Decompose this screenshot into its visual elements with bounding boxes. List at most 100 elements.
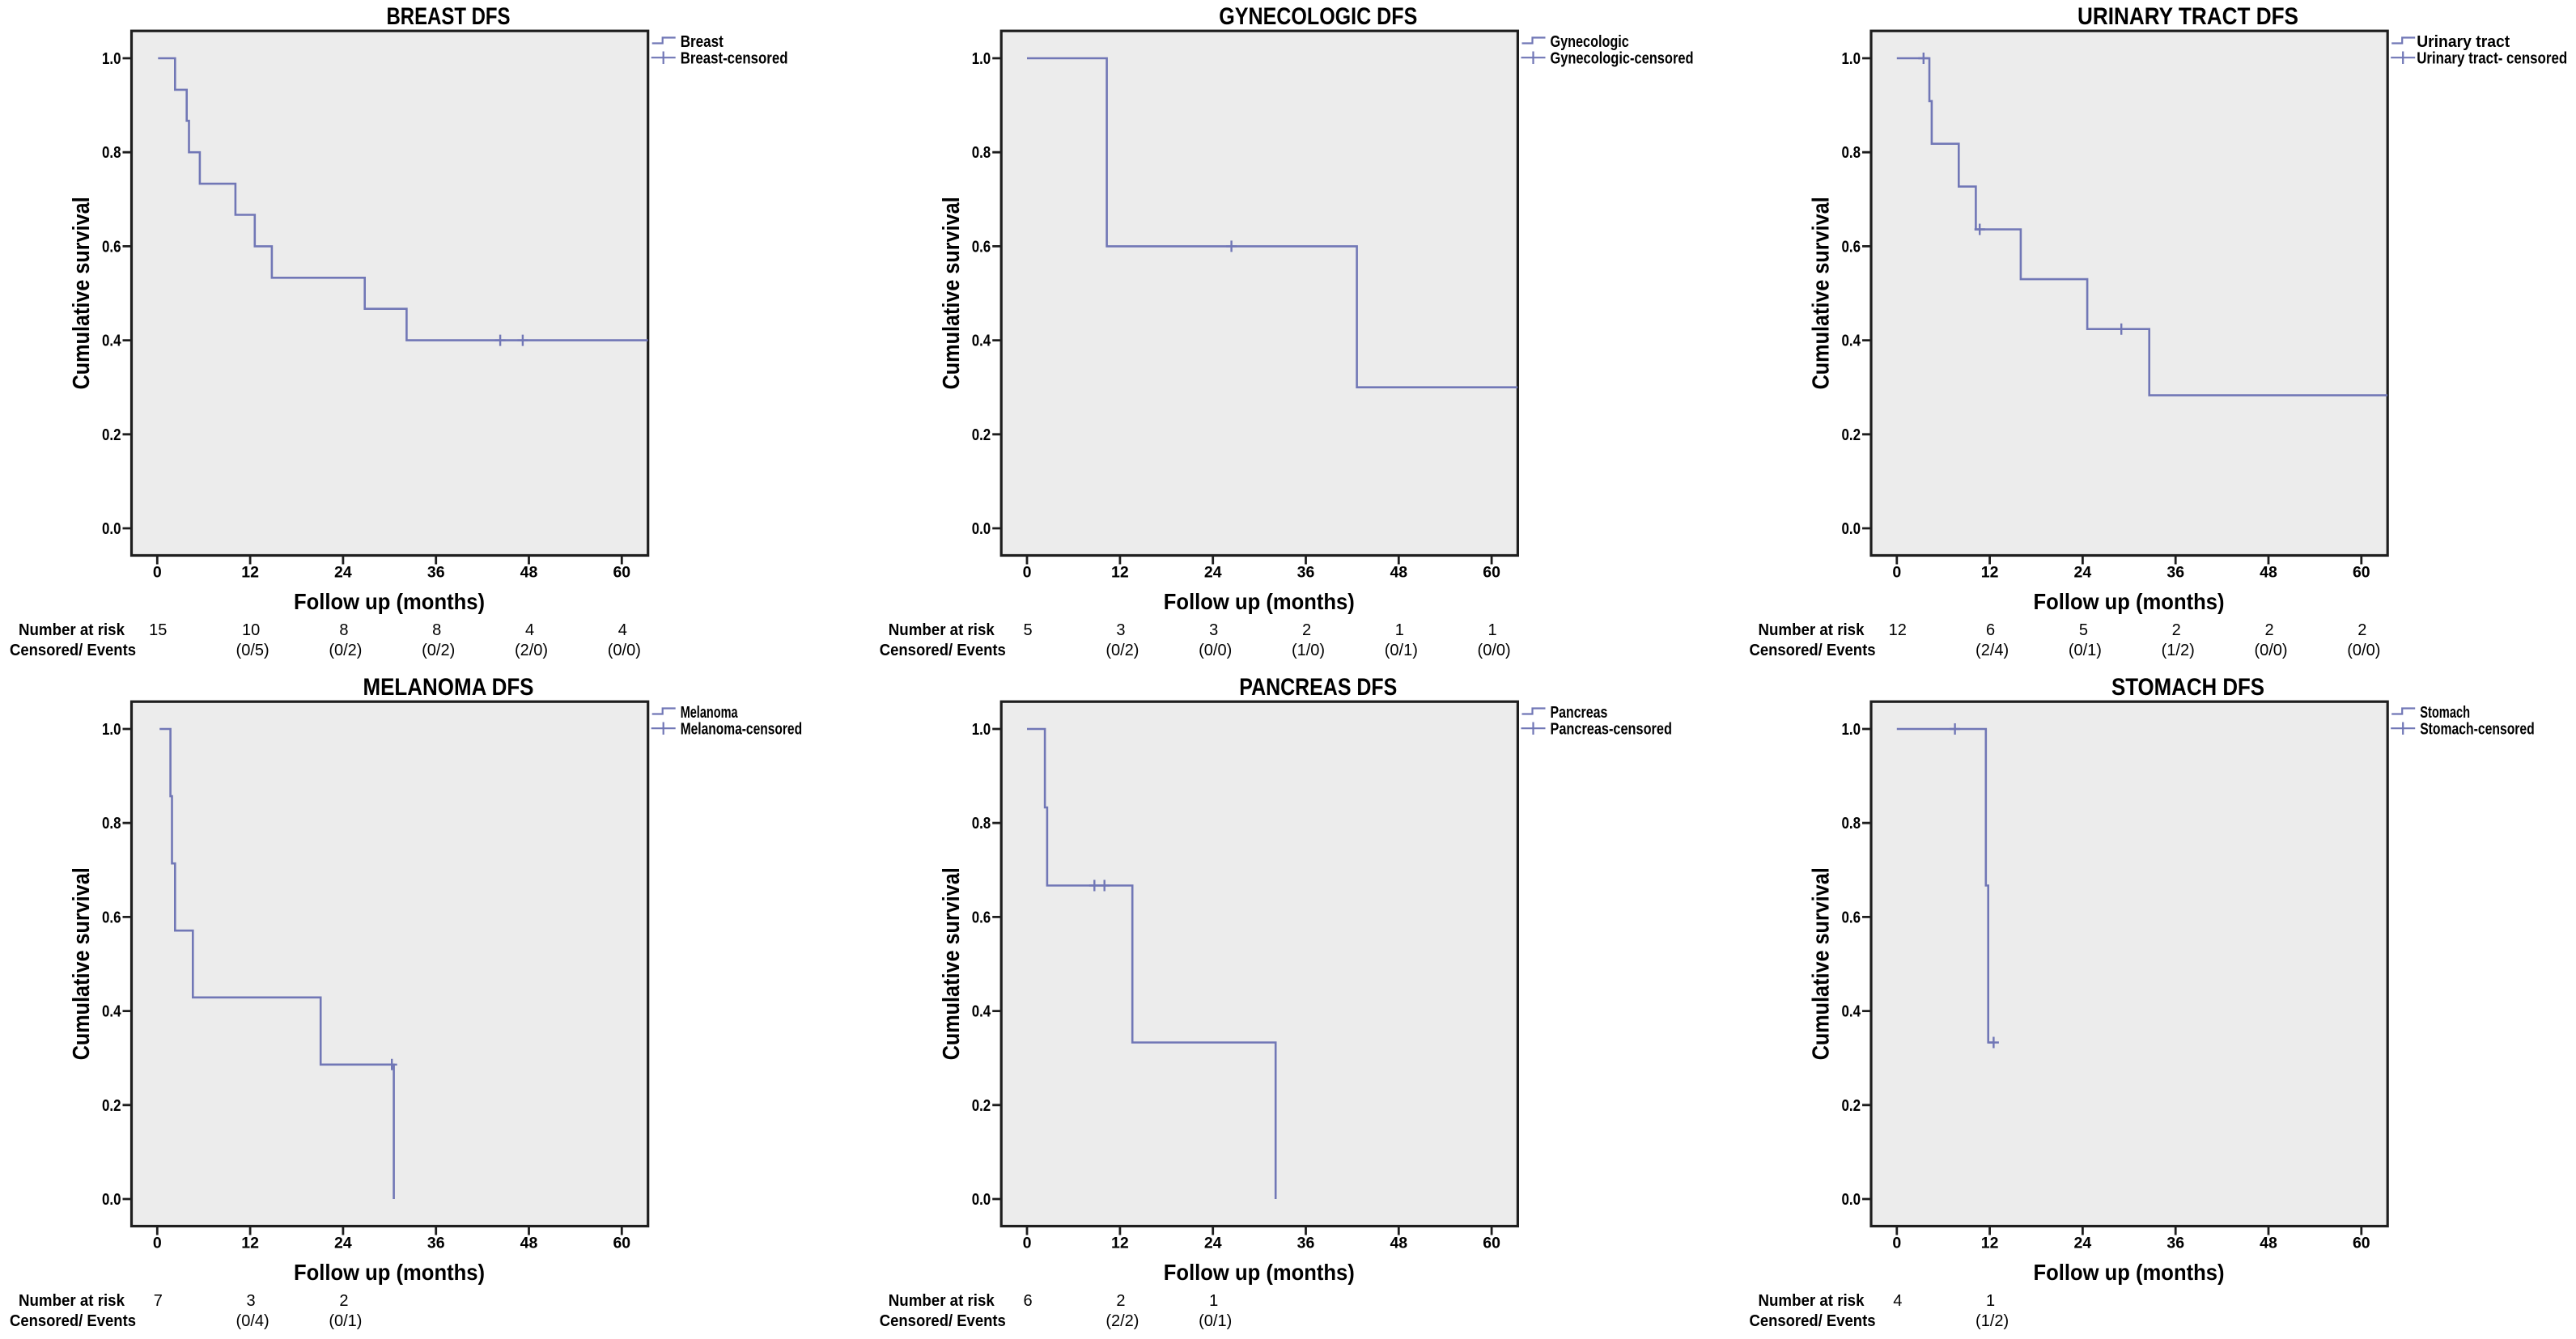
svg-text:3: 3 — [247, 1292, 256, 1310]
svg-text:(0/0): (0/0) — [1478, 642, 1511, 659]
svg-text:0.6: 0.6 — [972, 908, 991, 926]
svg-text:Cumulative survival: Cumulative survival — [939, 197, 965, 389]
svg-text:4: 4 — [525, 621, 534, 639]
svg-text:0.4: 0.4 — [102, 332, 121, 350]
svg-text:0.2: 0.2 — [1842, 426, 1861, 444]
svg-text:Gynecologic: Gynecologic — [1551, 32, 1629, 51]
svg-text:48: 48 — [1390, 564, 1407, 582]
svg-text:1.0: 1.0 — [972, 49, 991, 68]
svg-text:48: 48 — [520, 564, 538, 582]
svg-text:Stomach: Stomach — [2420, 703, 2470, 722]
svg-text:5: 5 — [1023, 621, 1032, 639]
svg-text:2: 2 — [2357, 621, 2366, 639]
svg-text:0.0: 0.0 — [972, 1190, 991, 1209]
svg-text:36: 36 — [1297, 1235, 1315, 1252]
svg-text:Censored/ Events: Censored/ Events — [1750, 1312, 1876, 1330]
svg-text:60: 60 — [613, 564, 630, 582]
svg-text:Follow up (months): Follow up (months) — [1164, 589, 1355, 614]
svg-text:Number at risk: Number at risk — [889, 621, 995, 639]
svg-text:(0/0): (0/0) — [2347, 642, 2380, 659]
svg-text:(1/0): (1/0) — [1292, 642, 1325, 659]
svg-text:0.2: 0.2 — [102, 426, 121, 444]
svg-text:5: 5 — [2079, 621, 2088, 639]
svg-text:1.0: 1.0 — [102, 49, 121, 68]
svg-text:Follow up (months): Follow up (months) — [294, 589, 485, 614]
svg-text:0.8: 0.8 — [102, 143, 121, 162]
svg-text:Breast: Breast — [681, 32, 724, 51]
svg-text:(0/0): (0/0) — [608, 642, 641, 659]
svg-text:Urinary tract: Urinary tract — [2417, 32, 2510, 51]
svg-text:1.0: 1.0 — [1842, 49, 1861, 68]
svg-text:24: 24 — [2074, 1235, 2092, 1252]
svg-text:0: 0 — [153, 564, 162, 582]
svg-text:0: 0 — [1892, 564, 1901, 582]
svg-text:Pancreas: Pancreas — [1551, 703, 1608, 722]
svg-text:2: 2 — [2172, 621, 2181, 639]
svg-text:2: 2 — [1302, 621, 1311, 639]
svg-text:0.6: 0.6 — [1842, 908, 1861, 926]
svg-text:(0/4): (0/4) — [236, 1312, 269, 1330]
svg-text:(0/1): (0/1) — [1199, 1312, 1232, 1330]
svg-text:(0/1): (0/1) — [2069, 642, 2102, 659]
svg-text:Cumulative survival: Cumulative survival — [939, 867, 965, 1060]
svg-text:2: 2 — [2264, 621, 2273, 639]
svg-text:Censored/ Events: Censored/ Events — [10, 1312, 136, 1330]
svg-text:0.0: 0.0 — [972, 519, 991, 538]
svg-text:8: 8 — [432, 621, 441, 639]
svg-text:36: 36 — [427, 564, 445, 582]
svg-text:12: 12 — [241, 564, 259, 582]
svg-text:1.0: 1.0 — [102, 720, 121, 739]
svg-text:0.8: 0.8 — [972, 814, 991, 833]
svg-text:0.0: 0.0 — [102, 1190, 121, 1209]
svg-text:0.0: 0.0 — [1842, 519, 1861, 538]
svg-text:3: 3 — [1209, 621, 1218, 639]
svg-text:1.0: 1.0 — [1842, 720, 1861, 739]
svg-text:Follow up (months): Follow up (months) — [2034, 1260, 2225, 1285]
svg-text:(0/0): (0/0) — [1199, 642, 1232, 659]
svg-text:(0/5): (0/5) — [236, 642, 269, 659]
svg-text:Melanoma: Melanoma — [681, 703, 738, 722]
svg-text:6: 6 — [1986, 621, 1995, 639]
svg-text:36: 36 — [1297, 564, 1315, 582]
svg-text:1: 1 — [1395, 621, 1404, 639]
svg-text:4: 4 — [618, 621, 627, 639]
svg-text:Stomach-censored: Stomach-censored — [2420, 719, 2535, 738]
svg-text:Follow up (months): Follow up (months) — [1164, 1260, 1355, 1285]
svg-text:Cumulative survival: Cumulative survival — [69, 867, 95, 1060]
svg-text:0.6: 0.6 — [102, 908, 121, 926]
svg-text:0.4: 0.4 — [1842, 1002, 1861, 1021]
svg-text:Number at risk: Number at risk — [889, 1292, 995, 1310]
svg-text:0: 0 — [1023, 564, 1032, 582]
svg-text:0.0: 0.0 — [1842, 1190, 1861, 1209]
svg-text:Number at risk: Number at risk — [1759, 1292, 1865, 1310]
svg-text:0.4: 0.4 — [972, 332, 991, 350]
svg-text:8: 8 — [339, 621, 348, 639]
svg-text:(1/2): (1/2) — [1975, 1312, 2009, 1330]
svg-text:7: 7 — [154, 1292, 163, 1310]
svg-text:15: 15 — [149, 621, 167, 639]
svg-text:24: 24 — [334, 1235, 352, 1252]
svg-text:BREAST DFS: BREAST DFS — [387, 3, 511, 30]
svg-text:0.8: 0.8 — [972, 143, 991, 162]
svg-text:0.0: 0.0 — [102, 519, 121, 538]
svg-text:2: 2 — [339, 1292, 348, 1310]
svg-text:Cumulative survival: Cumulative survival — [69, 197, 95, 389]
svg-text:Breast-censored: Breast-censored — [681, 49, 788, 67]
svg-text:(0/2): (0/2) — [422, 642, 455, 659]
svg-text:(0/0): (0/0) — [2254, 642, 2287, 659]
svg-text:1: 1 — [1488, 621, 1497, 639]
svg-text:Cumulative survival: Cumulative survival — [1809, 867, 1835, 1060]
svg-text:Number at risk: Number at risk — [19, 621, 125, 639]
svg-text:48: 48 — [1390, 1235, 1407, 1252]
svg-text:6: 6 — [1023, 1292, 1032, 1310]
svg-text:0.6: 0.6 — [972, 237, 991, 256]
svg-text:0: 0 — [153, 1235, 162, 1252]
svg-text:Censored/ Events: Censored/ Events — [880, 1312, 1006, 1330]
svg-text:(2/4): (2/4) — [1975, 642, 2009, 659]
svg-text:0.4: 0.4 — [1842, 332, 1861, 350]
svg-text:60: 60 — [613, 1235, 630, 1252]
svg-text:48: 48 — [520, 1235, 538, 1252]
svg-text:0.4: 0.4 — [102, 1002, 121, 1021]
svg-text:60: 60 — [2353, 1235, 2370, 1252]
svg-text:(2/0): (2/0) — [515, 642, 548, 659]
